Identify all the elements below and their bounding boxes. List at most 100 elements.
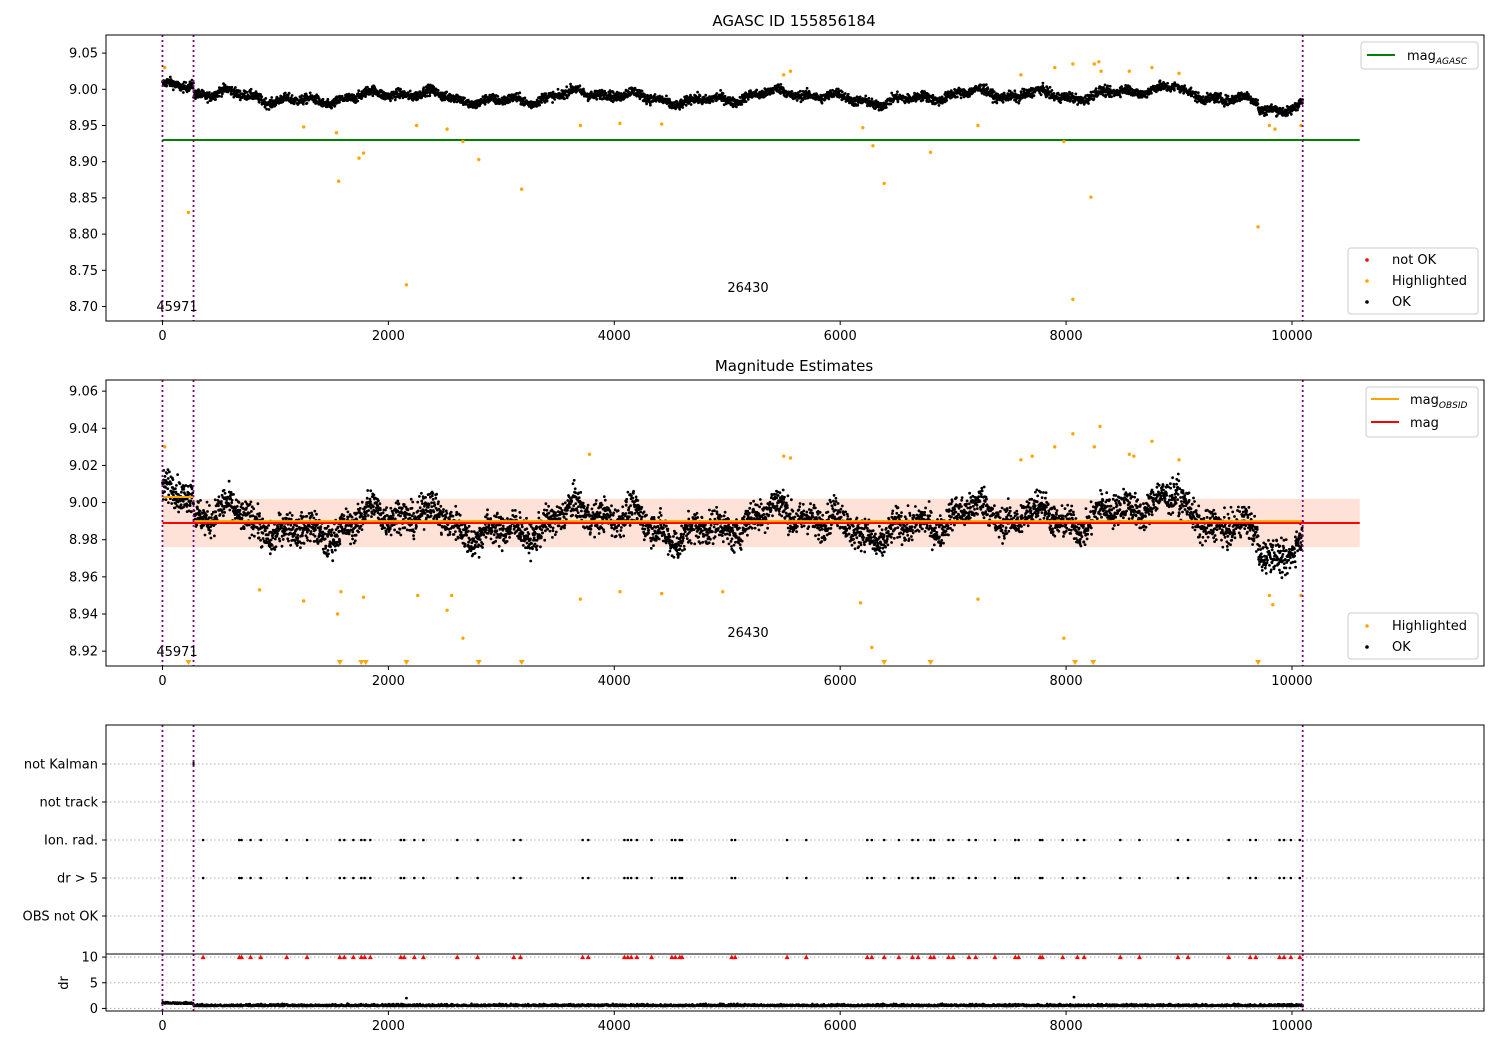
panel3-ion-rad-point-49 (1013, 838, 1017, 842)
panel3-ion-rad-point-26 (635, 838, 639, 842)
panel4-xtick-label-4000: 4000 (598, 1019, 631, 1034)
panel3-dr-gt5-point-41 (916, 876, 920, 880)
panel4-dr-spike-0 (405, 996, 408, 1000)
panel4-dr-clipped-marker-16 (420, 954, 426, 960)
panel2-highlighted-point-5 (361, 595, 366, 599)
panel4-dr-clipped-marker-48 (992, 954, 998, 960)
legend-mag-label: mag (1410, 416, 1439, 431)
panel3-dr-gt5-point-57 (1138, 876, 1141, 880)
panel3-dr-gt5-point-58 (1176, 876, 1180, 880)
panel4-dr-clipped-marker-38 (881, 954, 887, 960)
panel3-ion-rad-point-17 (455, 838, 459, 842)
panel2-xtick-label-8000: 8000 (1050, 674, 1083, 689)
panel3-ion-rad-point-46 (967, 838, 971, 842)
panel3-dr-gt5-point-30 (678, 876, 682, 880)
panel3-ion-rad-point-63 (1278, 838, 1281, 842)
panel2-below-range-marker-1 (336, 660, 343, 665)
panel3-dr-gt5-point-59 (1186, 876, 1190, 880)
panel-dr: 0 2000 4000 6000 8000 10000 0 5 10 dr (57, 951, 1485, 1034)
panel3-dr-gt5-point-45 (951, 876, 955, 880)
panel2-highlighted-point-29 (1150, 439, 1154, 443)
panel3-ion-rad-point-66 (1298, 838, 1302, 842)
panel3-ion-rad-point-23 (623, 838, 626, 842)
legend-ok-label: OK (1392, 295, 1411, 310)
panel3-dr-gt5-point-47 (974, 876, 978, 880)
panel2-highlighted-point-16 (788, 456, 793, 460)
panel4-dr-clipped-marker-39 (896, 954, 902, 960)
panel3-dr-gt5-point-23 (623, 876, 626, 880)
panel4-dr-clipped-marker-14 (401, 954, 407, 960)
panel3-ion-rad-point-40 (911, 838, 914, 842)
panel4-dr-clipped-marker-41 (915, 954, 921, 960)
panel1-highlighted-point-29 (1092, 62, 1097, 66)
panel3-ion-rad-point-39 (897, 838, 901, 842)
panel2-ytick-label-7: 9.06 (69, 385, 98, 400)
panel4-dr-clipped-marker-21 (580, 954, 586, 960)
panel2-xtick-label-4000: 4000 (598, 674, 631, 689)
panel2-below-range-marker-5 (475, 660, 482, 665)
panel2-highlighted-point-20 (1019, 458, 1023, 462)
panel1-legend-lines-box (1360, 41, 1479, 70)
panel2-below-range-marker-6 (518, 660, 525, 665)
panel1-ytick-label-7: 9.05 (69, 47, 98, 62)
panel4-dr-clipped-marker-24 (625, 954, 631, 960)
legend-ok-marker (1365, 300, 1369, 304)
panel3-ion-rad-point-43 (932, 838, 936, 842)
panel4-dr-clipped-marker-49 (1012, 954, 1018, 960)
panel1-highlighted-point-0 (163, 65, 167, 70)
panel1-annotation-45971: 45971 (156, 300, 197, 315)
panel2-below-range-marker-0 (185, 660, 192, 665)
panel3-ion-rad-point-21 (581, 838, 584, 842)
panel3-dr-gt5-point-32 (730, 876, 734, 880)
panel1-highlighted-point-11 (477, 157, 481, 162)
panel3-ion-rad-point-15 (413, 838, 416, 842)
legend-not-ok-marker (1365, 258, 1369, 262)
panel2-frame (105, 379, 1485, 667)
legend-highlighted-label: Highlighted (1392, 274, 1467, 289)
panel3-ion-rad-point-6 (305, 838, 309, 842)
panel1-ytick-label-1: 8.75 (69, 264, 98, 279)
panel3-dr-gt5-point-46 (967, 876, 971, 880)
panel3-dr-gt5-point-61 (1248, 876, 1252, 880)
panel3-dr-gt5-point-19 (512, 876, 516, 880)
panel2-ytick-label-5: 9.02 (69, 459, 98, 474)
panel4-dr-clipped-marker-35 (803, 954, 809, 960)
panel1-ticks: 0 2000 4000 6000 8000 10000 8.70 8.75 8.80 8.85 8.… (69, 47, 1313, 344)
panel3-ion-rad-point-42 (929, 838, 932, 842)
panel2-ytick-label-6: 9.04 (69, 422, 98, 437)
panel4-dr-clipped-marker-58 (1175, 954, 1181, 960)
panel1-legend-points-box (1347, 247, 1479, 315)
panel2-highlighted-point-9 (461, 636, 465, 640)
panel3-dr-gt5-point-52 (1041, 876, 1044, 880)
panel3-dr-gt5-point-64 (1282, 876, 1286, 880)
panel2-highlighted-point-28 (1132, 454, 1136, 458)
panel2-highlighted-point-21 (1030, 454, 1034, 458)
panel4-dr-clipped-marker-37 (869, 954, 875, 960)
panel3-dr-gt5-point-13 (399, 876, 403, 880)
panel3-dr-gt5-point-12 (369, 876, 372, 880)
panel3-ion-rad-point-9 (352, 838, 355, 842)
panel4-dr-clipped-marker-40 (909, 954, 915, 960)
panel4-dr-clipped-marker-60 (1226, 954, 1232, 960)
panel4-ytick-label-2: 10 (81, 951, 98, 966)
panel2-below-range-marker-7 (881, 660, 888, 665)
panel4-dr-clipped-marker-50 (1016, 954, 1022, 960)
panel2-below-range-marker-10 (1090, 660, 1097, 665)
panel4-dr-clipped-marker-57 (1137, 954, 1142, 960)
panel3-dr-gt5-point-15 (413, 876, 416, 880)
panel3-dr-gt5-point-31 (680, 876, 684, 880)
panel2-annotation-45971: 45971 (156, 645, 197, 660)
panel4-dr-clipped-marker-18 (475, 954, 481, 960)
panel3-dr-gt5-point-36 (865, 876, 869, 880)
panel3-ion-rad-point-52 (1041, 838, 1044, 842)
panel2-highlighted-point-1 (257, 588, 262, 592)
panel1-highlighted-point-21 (928, 150, 933, 154)
panel3-dr-gt5-point-35 (804, 876, 808, 880)
panel3-ion-rad-point-19 (512, 838, 516, 842)
panel1-highlighted-point-7 (404, 283, 409, 287)
panel2-ytick-label-0: 8.92 (69, 645, 98, 660)
panel3-dr-gt5-point-20 (519, 876, 522, 880)
panel3-dr-gt5-point-0 (201, 876, 205, 880)
panel2-highlighted-point-15 (782, 454, 786, 458)
